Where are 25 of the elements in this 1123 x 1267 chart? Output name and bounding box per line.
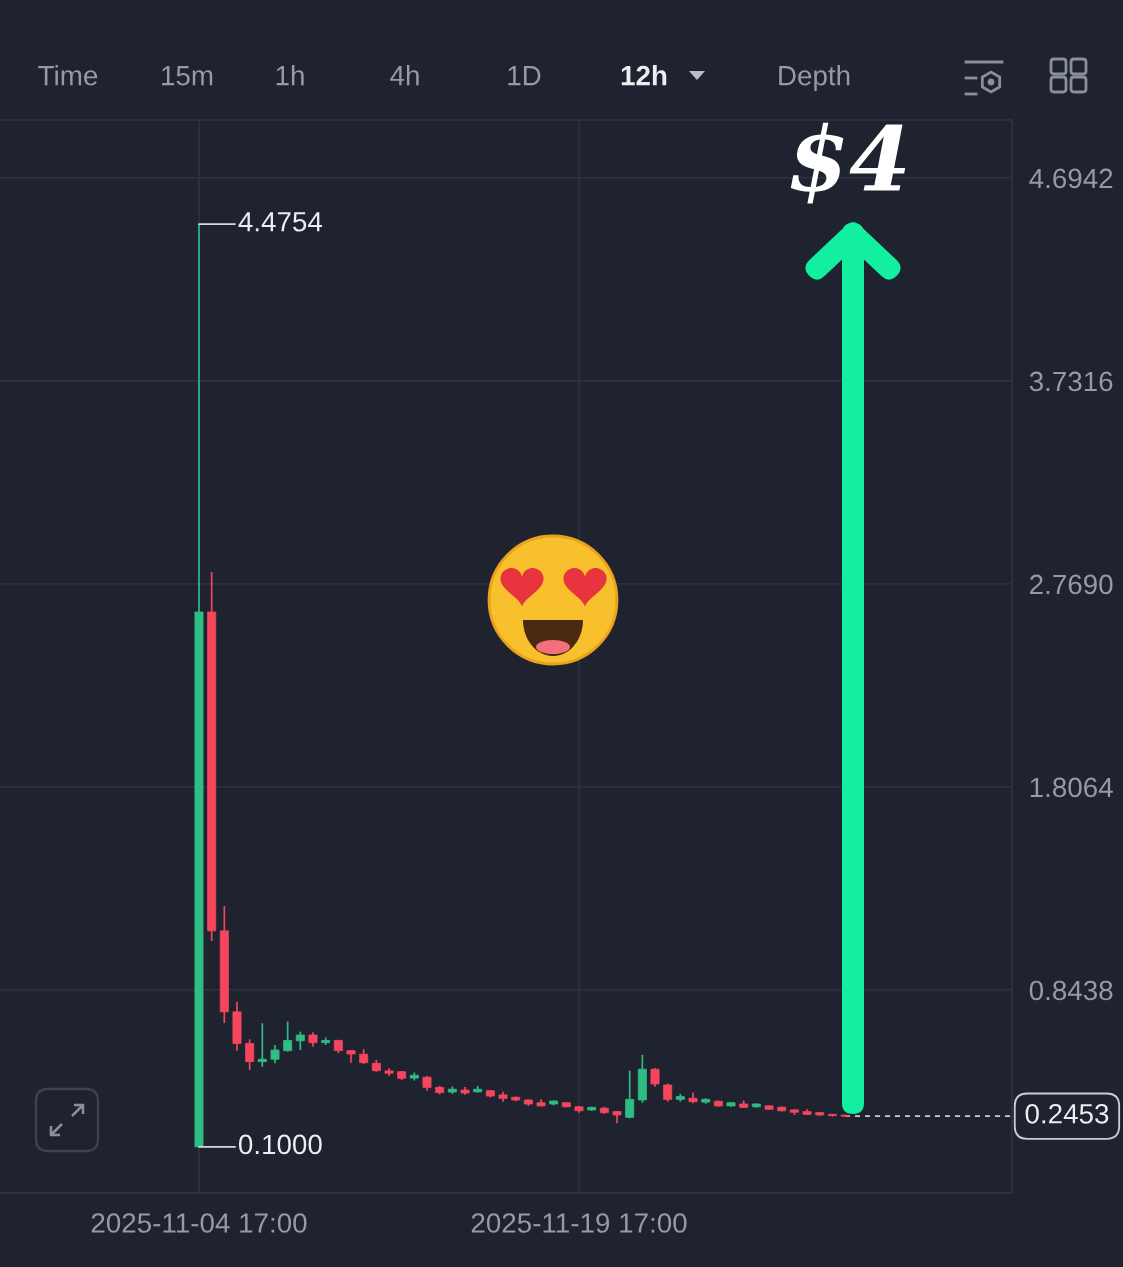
text: 12h — [621, 65, 667, 86]
y-tick-label: 1.8064 — [1030, 777, 1113, 798]
text: Depth — [779, 65, 850, 91]
candlestick — [245, 1038, 255, 1071]
y-tick-label: 3.7316 — [1029, 371, 1113, 392]
y-tick-label: 0.8438 — [1029, 980, 1113, 1001]
y-tick-label: 2.7690 — [1030, 574, 1113, 595]
candlestick — [270, 1044, 280, 1065]
candlestick — [650, 1067, 660, 1088]
candlestick — [283, 1020, 293, 1053]
text: 1D — [508, 66, 541, 86]
annotation: 4.4754 — [238, 212, 323, 232]
candlestick — [257, 1022, 267, 1068]
ref-line-label: 0.2453 — [1025, 1103, 1109, 1124]
x-tick-label: 2025-11-19 17:00 — [471, 1213, 687, 1233]
text: Time — [38, 65, 98, 86]
text: 4h — [390, 65, 419, 86]
candlestick — [295, 1030, 305, 1051]
y-tick-label: 4.6942 — [1029, 168, 1113, 189]
candlestick — [625, 1069, 635, 1120]
text: 15m — [162, 66, 213, 86]
annotation: $4 — [790, 122, 906, 204]
text: 1h — [276, 65, 304, 86]
annotation: 0.1000 — [238, 1134, 322, 1155]
x-tick-label: 2025-11-04 17:00 — [91, 1213, 307, 1233]
